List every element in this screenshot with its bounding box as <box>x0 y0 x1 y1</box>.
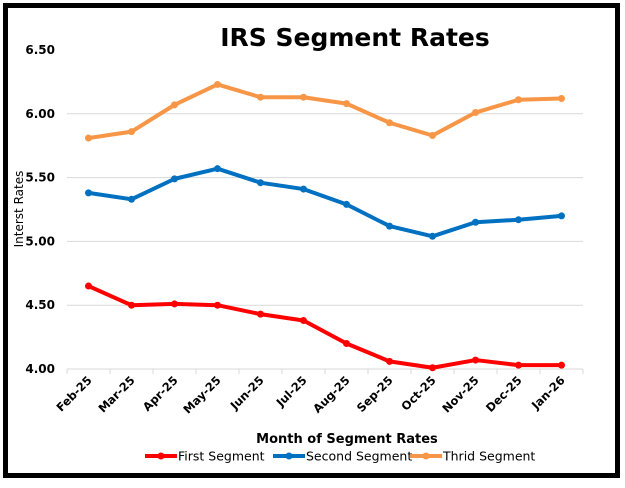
data-point <box>558 212 565 220</box>
x-axis-title: Month of Segment Rates <box>256 432 438 447</box>
chart-title: IRS Segment Rates <box>220 23 489 52</box>
data-point <box>85 282 92 290</box>
y-tick-label: 4.50 <box>25 298 55 312</box>
series-second-segment <box>85 165 565 240</box>
x-axis: Feb-25 Mar-25 Apr-25 May-25 Jun-25 Jul-25 Aug-… <box>53 368 584 416</box>
y-axis-title: Interst Rates <box>12 171 26 248</box>
data-point <box>515 96 522 104</box>
series-first-segment <box>85 282 565 372</box>
y-tick-label: 5.00 <box>25 234 55 248</box>
data-point <box>214 80 221 88</box>
y-tick-label: 6.50 <box>25 43 55 57</box>
series-line <box>86 82 564 141</box>
data-point <box>300 185 307 193</box>
data-point <box>472 109 479 117</box>
legend-item: Thrid Segment <box>410 449 535 464</box>
legend-label: Thrid Segment <box>442 449 535 464</box>
legend-item: Second Segment <box>273 449 412 464</box>
data-point <box>85 134 92 142</box>
data-point <box>472 356 479 364</box>
series-line <box>86 166 564 239</box>
data-point <box>128 195 135 203</box>
data-point <box>85 189 92 197</box>
data-point <box>429 364 436 372</box>
data-point <box>128 301 135 309</box>
data-point <box>472 218 479 226</box>
x-tick-label: Nov-25 <box>439 373 481 415</box>
x-tick-label: Aug-25 <box>310 373 353 416</box>
x-tick-label: Jul-25 <box>273 373 310 410</box>
data-point <box>257 179 264 187</box>
chart-frame <box>3 3 620 478</box>
series-line <box>86 284 564 370</box>
data-point <box>558 94 565 102</box>
data-point <box>171 101 178 109</box>
data-point <box>300 93 307 101</box>
y-axis-ticks: 4.00 4.50 5.00 5.50 6.00 6.50 <box>25 43 55 376</box>
data-point <box>515 216 522 224</box>
y-tick-label: 4.00 <box>25 362 55 376</box>
y-tick-label: 6.00 <box>25 107 55 121</box>
series-lines <box>85 80 565 372</box>
data-point <box>386 222 393 230</box>
x-tick-label: Oct-25 <box>398 373 438 413</box>
x-tick-label: Mar-25 <box>95 373 137 415</box>
data-point <box>300 317 307 325</box>
data-point <box>515 361 522 369</box>
data-point <box>257 93 264 101</box>
x-tick-label: May-25 <box>180 373 223 416</box>
data-point <box>214 165 221 173</box>
data-point <box>343 200 350 208</box>
gridlines <box>67 113 583 306</box>
data-point <box>128 128 135 136</box>
legend: First Segment Second Segment Thrid Segment <box>145 449 535 464</box>
legend-marker <box>285 452 293 460</box>
data-point <box>257 310 264 318</box>
data-point <box>343 100 350 108</box>
legend-label: Second Segment <box>306 449 412 464</box>
x-tick-label: Dec-25 <box>483 373 525 415</box>
legend-label: First Segment <box>178 449 265 464</box>
data-point <box>343 339 350 347</box>
legend-marker <box>422 452 430 460</box>
data-point <box>429 131 436 139</box>
y-tick-label: 5.50 <box>25 171 55 185</box>
data-point <box>429 232 436 240</box>
x-tick-label: Jan-26 <box>528 373 568 413</box>
series-thrid-segment <box>85 80 565 142</box>
data-point <box>214 301 221 309</box>
data-point <box>386 357 393 365</box>
data-point <box>386 119 393 127</box>
data-point <box>558 361 565 369</box>
x-tick-label: Apr-25 <box>140 373 181 414</box>
legend-item: First Segment <box>145 449 265 464</box>
x-tick-label: Sep-25 <box>354 373 396 415</box>
data-point <box>171 175 178 183</box>
legend-marker <box>157 452 165 460</box>
x-tick-label: Feb-25 <box>53 373 94 414</box>
x-tick-label: Jun-25 <box>227 373 267 413</box>
data-point <box>171 300 178 308</box>
